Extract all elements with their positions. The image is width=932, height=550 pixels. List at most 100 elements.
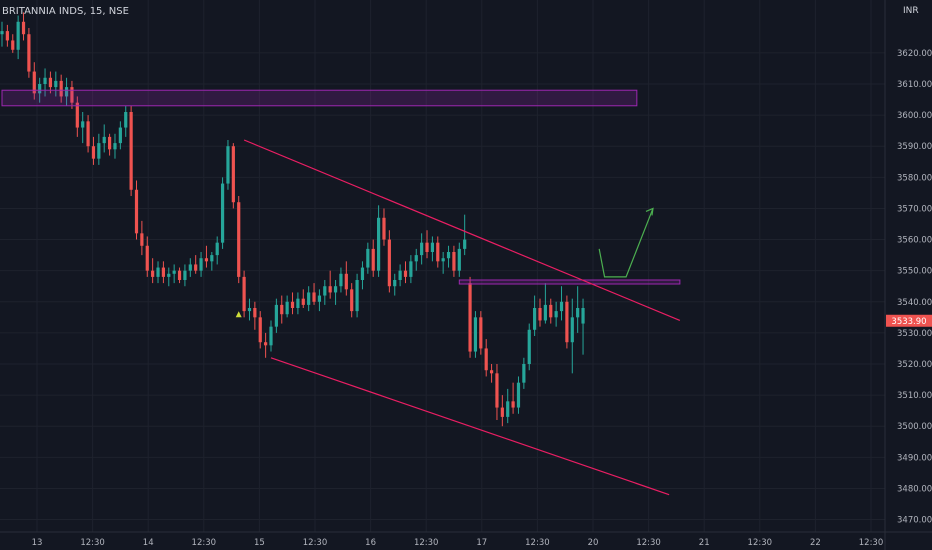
candle-body: [339, 273, 343, 287]
channel-lower-trendline: [270, 357, 670, 496]
time-tick-label: 12:30: [525, 538, 550, 548]
price-tick-label: 3550.00: [897, 267, 932, 277]
candle-body: [226, 146, 230, 184]
candle-body: [161, 267, 165, 277]
candle-body: [355, 280, 359, 312]
candle-body: [210, 255, 214, 262]
candle-body: [350, 289, 354, 312]
triangle-marker: [235, 311, 242, 318]
candle-body: [516, 382, 521, 408]
candle-body: [108, 136, 112, 150]
price-tick-label: 3560.00: [897, 236, 932, 246]
candle-body: [16, 21, 20, 50]
candle-body: [581, 308, 585, 324]
price-tick-label: 3500.00: [897, 422, 932, 432]
candle-body: [199, 258, 203, 271]
time-tick-label: 14: [143, 538, 154, 548]
candle-body: [43, 77, 47, 84]
price-tick-label: 3520.00: [897, 360, 932, 370]
candle-body: [220, 183, 225, 243]
candle-body: [188, 264, 192, 271]
last-price-label: 3533.90: [891, 317, 926, 327]
candle-body: [538, 308, 542, 321]
candle-body: [113, 143, 117, 150]
projection-arrow: [598, 208, 654, 278]
candle-body: [274, 304, 278, 327]
candle-body: [360, 267, 365, 280]
candle-body: [511, 401, 515, 408]
candle-body: [522, 364, 526, 383]
candle-body: [156, 267, 160, 277]
candle-body: [145, 245, 149, 271]
candle-body: [387, 239, 391, 287]
candle-body: [506, 401, 510, 417]
candle-body: [81, 121, 85, 128]
candle-body: [307, 292, 311, 305]
candle-body: [398, 270, 402, 280]
candle-body: [366, 248, 370, 268]
candle-body: [414, 255, 418, 262]
candle-body: [21, 21, 26, 35]
candle-body: [285, 301, 289, 315]
candle-body: [280, 304, 284, 315]
candle-body: [576, 308, 580, 318]
time-tick-label: 12:30: [748, 538, 773, 548]
candle-body: [129, 112, 133, 190]
candle-body: [269, 326, 273, 346]
candle-body: [91, 146, 96, 159]
candle-body: [409, 261, 413, 277]
candle-body: [247, 308, 252, 312]
price-tick-label: 3540.00: [897, 298, 932, 308]
candle-body: [323, 286, 327, 296]
channel-upper-trendline: [243, 139, 681, 321]
candle-body: [344, 273, 348, 290]
time-tick-label: 21: [699, 538, 710, 548]
candle-body: [0, 31, 4, 35]
candle-body: [48, 77, 53, 88]
time-tick-label: 12:30: [414, 538, 439, 548]
symbol-legend[interactable]: BRITANNIA INDS, 15, NSE: [2, 6, 129, 17]
candle-body: [32, 71, 36, 94]
projection-arrow-head: [645, 207, 654, 216]
time-tick-label: 12:30: [636, 538, 661, 548]
candle-body: [97, 143, 101, 159]
candle-body: [446, 252, 451, 259]
candle-body: [86, 121, 90, 147]
time-tick-label: 12:30: [303, 538, 328, 548]
candle-body: [382, 217, 386, 240]
candle-body: [457, 248, 461, 271]
candle-body: [554, 311, 558, 318]
time-tick-label: 12:30: [80, 538, 105, 548]
price-tick-label: 3510.00: [897, 391, 932, 401]
price-tick-label: 3580.00: [897, 173, 932, 183]
candle-body: [430, 242, 434, 252]
time-tick-label: 16: [365, 538, 376, 548]
candle-body: [231, 146, 235, 203]
candle-body: [570, 317, 574, 343]
candle-body: [328, 286, 332, 293]
candle-body: [5, 31, 9, 41]
candle-body: [215, 242, 219, 256]
time-tick-label: 17: [476, 538, 487, 548]
candle-body: [495, 373, 499, 408]
candle-body: [533, 308, 537, 330]
candle-body: [377, 217, 381, 271]
last-price-tag: [886, 314, 932, 327]
price-tick-label: 3600.00: [897, 111, 932, 121]
candle-body: [301, 298, 305, 305]
candle-body: [393, 280, 397, 287]
candle-body: [151, 270, 155, 277]
time-tick-label: 12:30: [859, 538, 884, 548]
price-tick-label: 3470.00: [897, 516, 932, 526]
price-tick-label: 3620.00: [897, 49, 932, 59]
time-tick-label: 12:30: [192, 538, 217, 548]
resistance-zone-upper: [1, 89, 638, 107]
candle-body: [312, 292, 316, 302]
currency-label[interactable]: INR: [903, 6, 919, 16]
candle-body: [543, 304, 547, 321]
candle-body: [565, 301, 569, 343]
price-tick-label: 3590.00: [897, 142, 932, 152]
candle-body: [500, 407, 504, 417]
